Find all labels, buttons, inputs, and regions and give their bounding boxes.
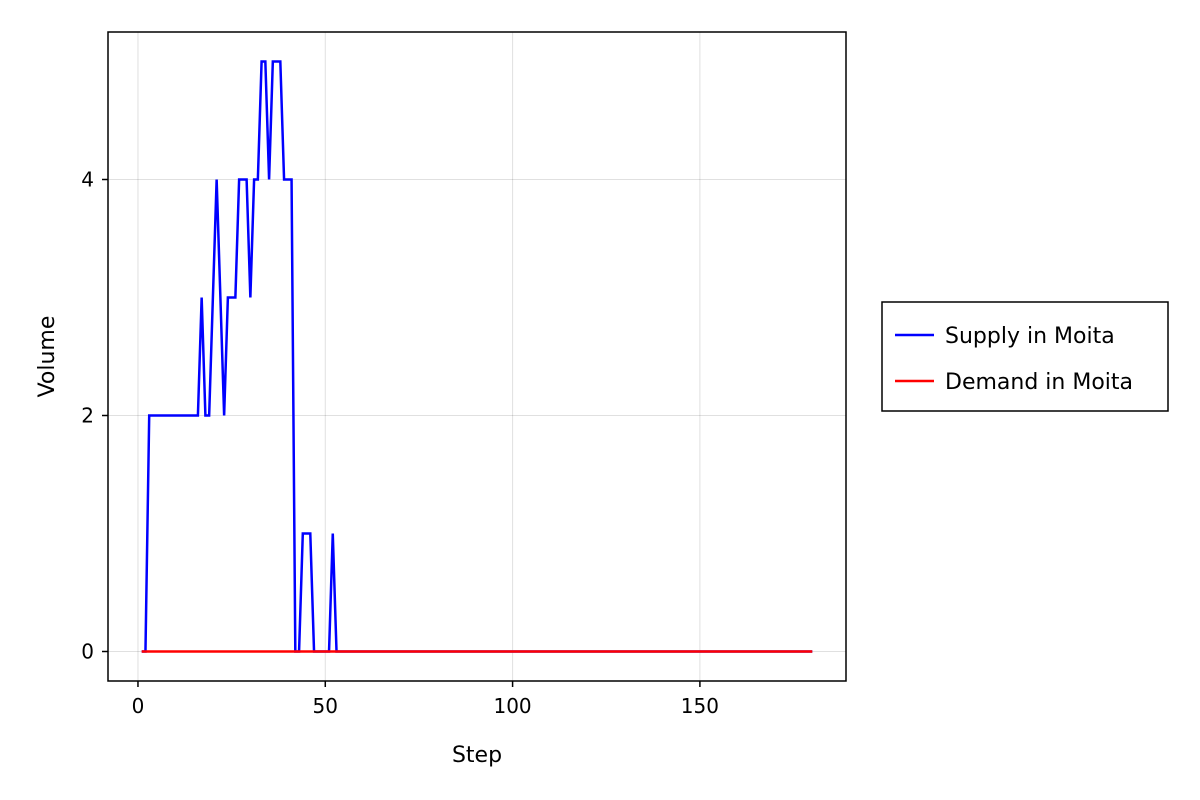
legend-box	[881, 301, 1169, 412]
legend-label-demand: Demand in Moita	[945, 370, 1133, 395]
x-axis-label: Step	[452, 743, 502, 768]
y-axis-label: Volume	[35, 316, 60, 398]
y-tick-label: 4	[81, 168, 94, 192]
x-axis-ticks: 0 50 100 150	[132, 681, 719, 718]
series-line-supply	[141, 60, 813, 653]
plot-frame	[107, 31, 847, 682]
y-axis-ticks: 0 2 4	[81, 168, 108, 664]
grid	[108, 32, 846, 681]
x-tick-label: 50	[313, 694, 338, 718]
x-tick-label: 100	[493, 694, 531, 718]
x-tick-label: 150	[681, 694, 719, 718]
x-tick-label: 0	[132, 694, 145, 718]
legend-label-supply: Supply in Moita	[945, 324, 1115, 349]
legend: Supply in Moita Demand in Moita	[881, 301, 1169, 412]
y-tick-label: 2	[81, 404, 94, 428]
y-tick-label: 0	[81, 640, 94, 664]
series-lines	[141, 60, 813, 653]
